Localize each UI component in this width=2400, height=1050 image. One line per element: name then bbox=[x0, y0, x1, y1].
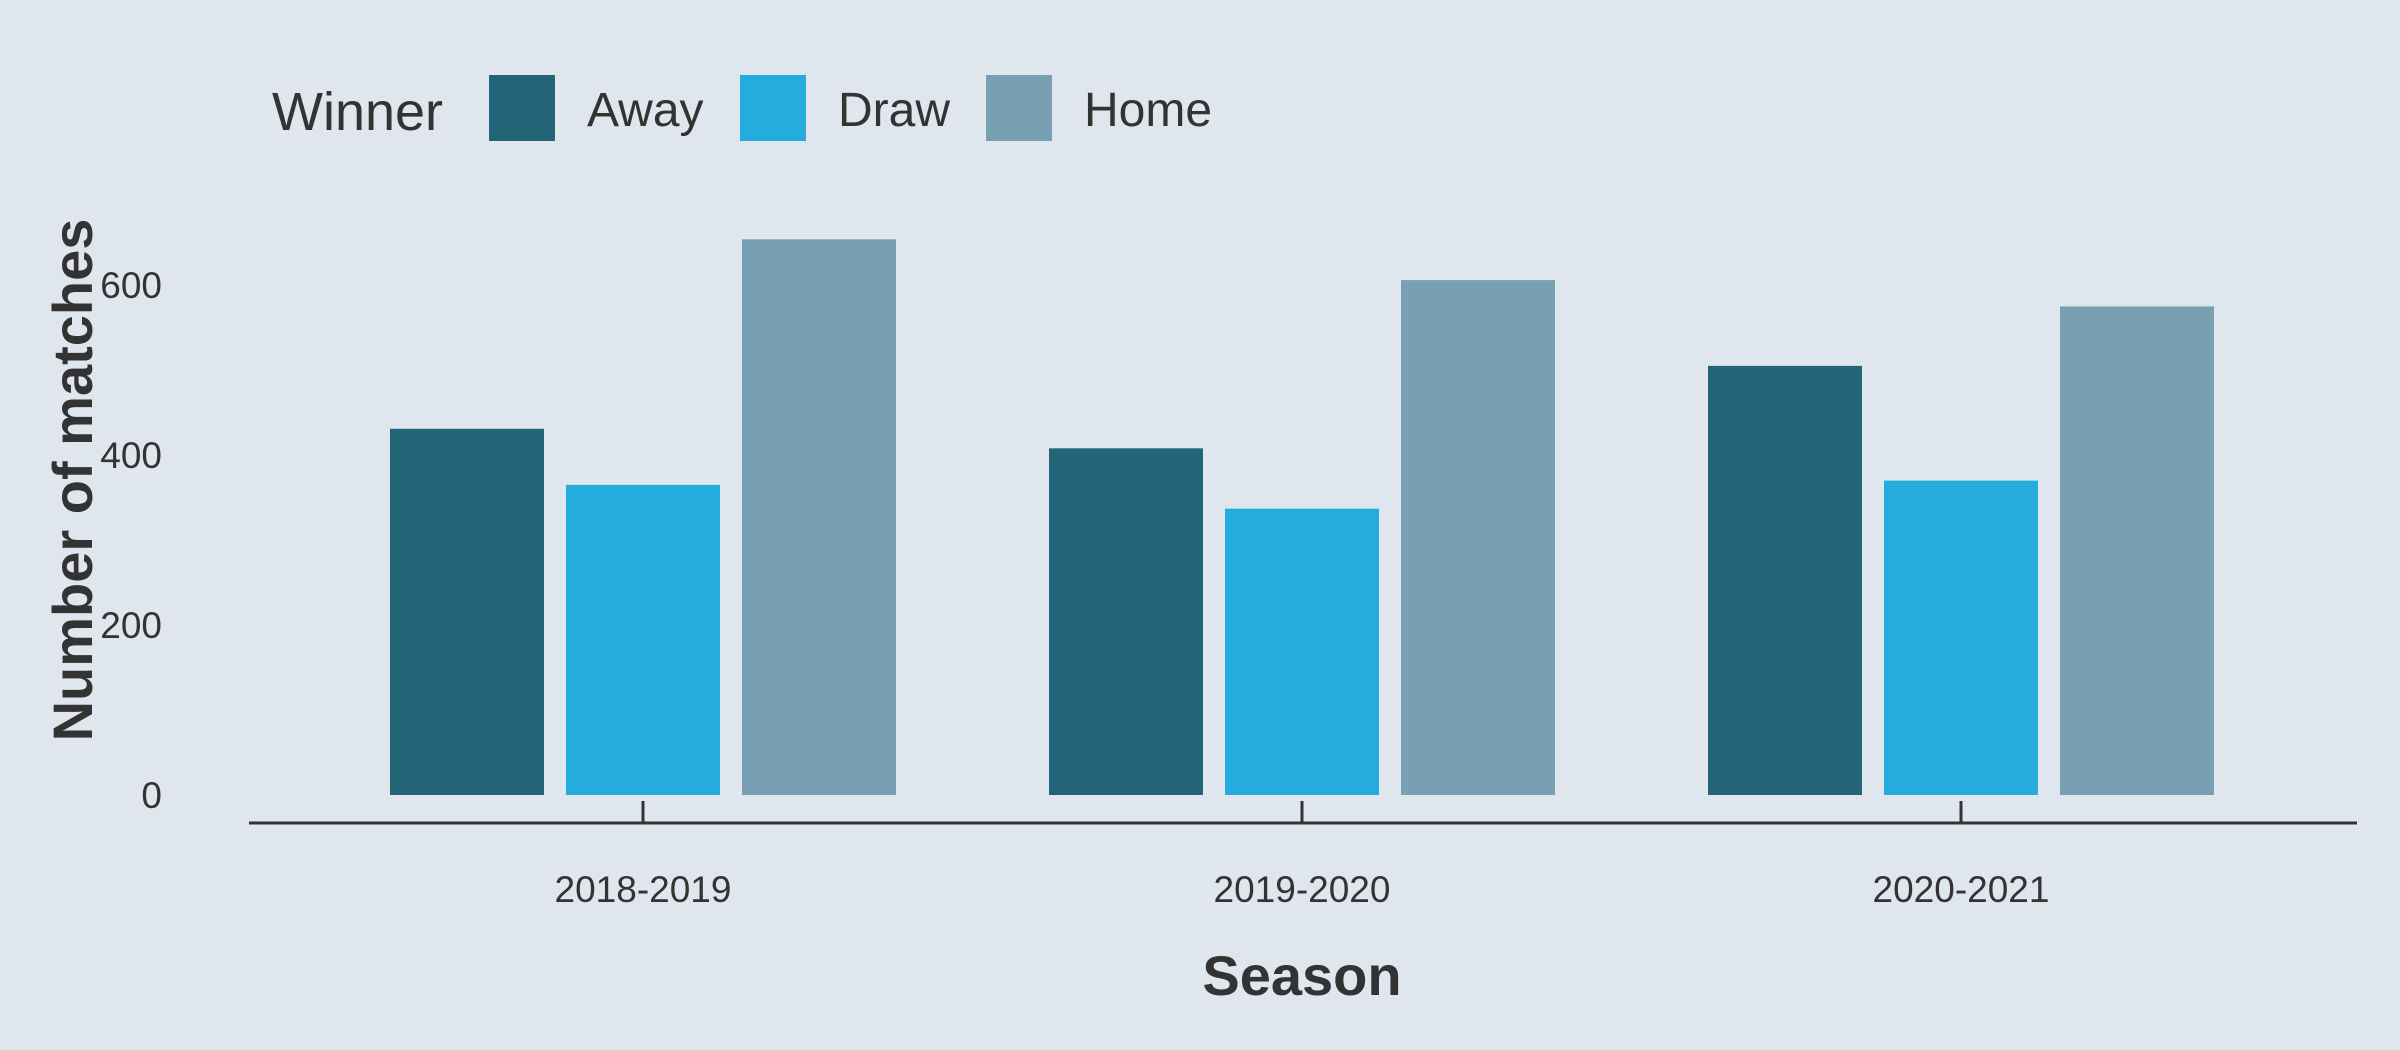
bar-home bbox=[742, 239, 896, 795]
x-tick-label: 2019-2020 bbox=[1214, 869, 1391, 910]
bar-home bbox=[1401, 280, 1555, 795]
x-tick-label: 2018-2019 bbox=[555, 869, 732, 910]
legend-title: Winner bbox=[272, 82, 443, 142]
legend-swatch-away bbox=[489, 75, 555, 141]
legend-swatch-home bbox=[986, 75, 1052, 141]
x-tick-label: 2020-2021 bbox=[1873, 869, 2050, 910]
bar-away bbox=[1049, 448, 1203, 795]
bar-home bbox=[2060, 306, 2214, 795]
bar-away bbox=[1708, 365, 1862, 795]
legend-label-away: Away bbox=[587, 84, 704, 137]
legend: Winner Away Draw Home bbox=[272, 75, 1212, 142]
y-tick-label: 0 bbox=[141, 775, 162, 816]
y-tick-label: 400 bbox=[100, 435, 162, 476]
x-axis: 2018-2019 2019-2020 2020-2021 bbox=[555, 801, 2050, 910]
bar-draw bbox=[1225, 508, 1379, 795]
bar-draw bbox=[1884, 480, 2038, 795]
y-tick-label: 600 bbox=[100, 265, 162, 306]
x-axis-title: Season bbox=[1202, 944, 1401, 1007]
legend-swatch-draw bbox=[740, 75, 806, 141]
y-axis: 0 200 400 600 bbox=[100, 265, 162, 816]
legend-items: Away Draw Home bbox=[489, 75, 1212, 141]
y-tick-label: 200 bbox=[100, 605, 162, 646]
bar-away bbox=[390, 428, 544, 795]
legend-label-home: Home bbox=[1084, 84, 1212, 137]
bar-draw bbox=[566, 484, 720, 795]
y-axis-title: Number of matches bbox=[41, 219, 104, 742]
legend-label-draw: Draw bbox=[838, 84, 950, 137]
bars bbox=[390, 239, 2214, 795]
